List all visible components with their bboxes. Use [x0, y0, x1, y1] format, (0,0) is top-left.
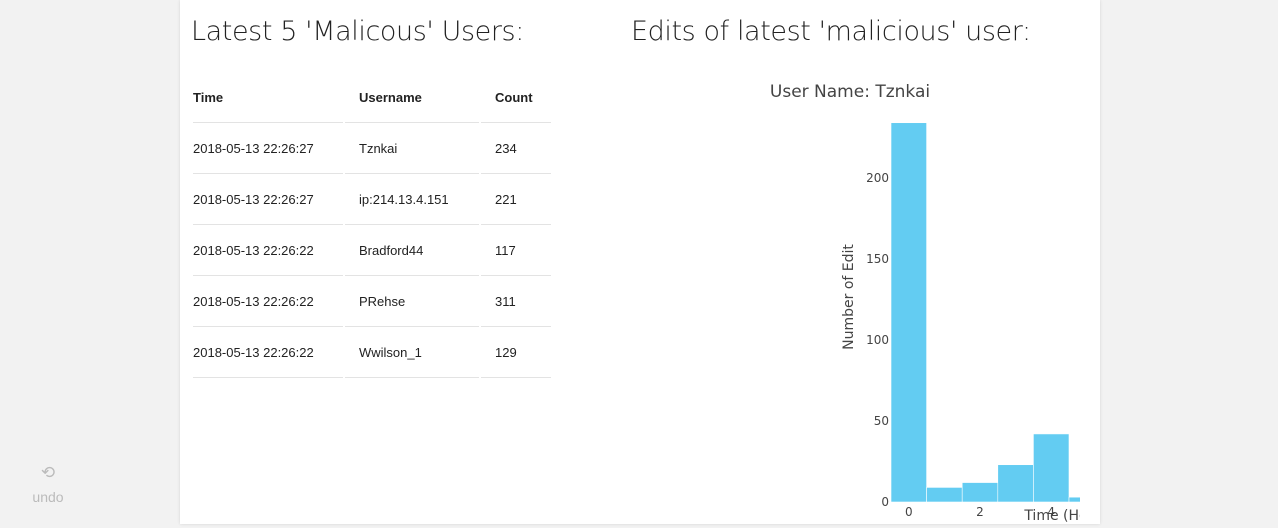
malicious-users-table: Time Username Count 2018-05-13 22:26:27 … — [191, 73, 553, 378]
undo-label: undo — [32, 489, 64, 505]
cell-username: PRehse — [345, 276, 479, 327]
y-axis-label: Number of Edit — [841, 244, 857, 350]
x-tick-label: 0 — [905, 505, 913, 519]
table-row: 2018-05-13 22:26:27 Tznkai 234 — [193, 123, 551, 174]
undo-button[interactable]: ⟲ undo — [28, 462, 68, 505]
histogram-bar[interactable] — [926, 487, 963, 503]
y-tick-label: 100 — [866, 333, 889, 347]
y-tick-label: 150 — [866, 252, 889, 266]
histogram-bar[interactable] — [1033, 433, 1070, 503]
table-row: 2018-05-13 22:26:22 Bradford44 117 — [193, 225, 551, 276]
cell-username: Bradford44 — [345, 225, 479, 276]
bars-layer — [890, 122, 1248, 503]
cell-time: 2018-05-13 22:26:22 — [193, 327, 343, 378]
cell-count: 311 — [481, 276, 551, 327]
table-header-row: Time Username Count — [193, 73, 551, 123]
column-header-count[interactable]: Count — [481, 73, 551, 123]
cell-time: 2018-05-13 22:26:22 — [193, 276, 343, 327]
y-tick-label: 200 — [866, 171, 889, 185]
cell-time: 2018-05-13 22:26:27 — [193, 123, 343, 174]
cell-count: 221 — [481, 174, 551, 225]
column-header-time[interactable]: Time — [193, 73, 343, 123]
cell-count: 234 — [481, 123, 551, 174]
cell-count: 129 — [481, 327, 551, 378]
x-tick-label: 2 — [976, 505, 984, 519]
chart-svg[interactable]: User Name: Tznkai Number of Edit Time (H… — [640, 68, 1248, 524]
undo-icon: ⟲ — [40, 463, 56, 482]
column-header-username[interactable]: Username — [345, 73, 479, 123]
table-row: 2018-05-13 22:26:27 ip:214.13.4.151 221 — [193, 174, 551, 225]
malicious-users-title: Latest 5 'Malicous' Users: — [191, 16, 524, 47]
cell-time: 2018-05-13 22:26:22 — [193, 225, 343, 276]
cell-count: 117 — [481, 225, 551, 276]
table-row: 2018-05-13 22:26:22 Wwilson_1 129 — [193, 327, 551, 378]
cell-time: 2018-05-13 22:26:27 — [193, 174, 343, 225]
user-edits-title: Edits of latest 'malicious' user: — [631, 16, 1031, 47]
histogram-bar[interactable] — [961, 482, 999, 503]
y-tick-label: 50 — [874, 414, 889, 428]
histogram-bar[interactable] — [997, 464, 1034, 503]
y-tick-label: 0 — [881, 495, 889, 509]
edits-histogram-chart[interactable]: User Name: Tznkai Number of Edit Time (H… — [640, 68, 1248, 524]
cell-username: ip:214.13.4.151 — [345, 174, 479, 225]
chart-title: User Name: Tznkai — [770, 82, 930, 102]
dashboard-page: Latest 5 'Malicous' Users: Edits of late… — [180, 0, 1248, 524]
cell-username: Wwilson_1 — [345, 327, 479, 378]
histogram-bar[interactable] — [890, 122, 927, 503]
x-tick-label: 4 — [1047, 505, 1055, 519]
table-row: 2018-05-13 22:26:22 PRehse 311 — [193, 276, 551, 327]
cell-username: Tznkai — [345, 123, 479, 174]
histogram-bar[interactable] — [1068, 496, 1105, 503]
